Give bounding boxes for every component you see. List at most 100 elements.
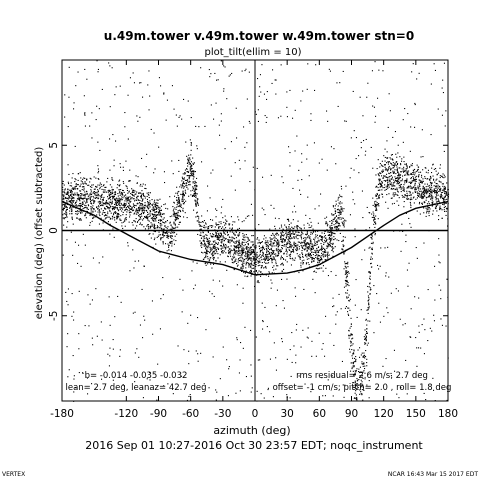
data-point [229,242,231,244]
data-point [318,162,320,164]
data-point [333,218,335,220]
data-point [85,183,87,185]
data-point [280,237,282,239]
data-point [304,249,306,251]
data-point [327,120,329,122]
data-point [182,185,184,187]
data-point [126,196,128,198]
data-point [119,200,121,202]
data-point [424,201,426,203]
data-point [392,171,394,173]
data-point [186,155,188,157]
data-point [298,169,300,171]
data-point [353,169,355,171]
data-point [73,187,75,189]
data-point [308,235,310,237]
data-point [285,248,287,250]
data-point [89,177,91,179]
data-point [187,159,189,161]
data-point [318,246,320,248]
data-point [434,196,436,198]
data-point [103,189,105,191]
data-point [173,222,175,224]
data-point [187,161,189,163]
data-point [210,235,212,237]
data-point [441,324,443,326]
data-point [371,253,373,255]
data-point [245,258,247,260]
data-point [211,267,213,269]
data-point [311,340,313,342]
data-point [421,174,423,176]
data-point [184,191,186,193]
data-point [239,257,241,259]
data-point [350,317,352,319]
data-point [174,227,176,229]
data-point [256,281,258,283]
data-point [391,197,393,199]
data-point [308,248,310,250]
data-point [399,318,401,320]
data-point [277,242,279,244]
data-point [422,186,424,188]
data-point [90,189,92,191]
data-point [296,244,298,246]
data-point [384,189,386,191]
data-point [433,168,435,170]
data-point [187,188,189,190]
data-point [291,251,293,253]
data-point [430,134,432,136]
data-point [205,255,207,257]
data-point [266,253,268,255]
data-point [304,244,306,246]
data-point [325,315,327,317]
data-point [215,249,217,251]
data-point [447,225,449,227]
data-point [128,200,130,202]
data-point [379,265,381,267]
data-point [331,222,333,224]
data-point [442,185,444,187]
data-point [257,242,259,244]
data-point [431,203,433,205]
data-point [298,232,300,234]
data-point [351,349,353,351]
data-point [293,251,295,253]
data-point [139,202,141,204]
data-point [429,208,431,210]
data-point [437,172,439,174]
data-point [184,172,186,174]
data-point [118,203,120,205]
data-point [395,161,397,163]
data-point [308,258,310,260]
data-point [230,175,232,177]
data-point [329,237,331,239]
data-point [272,243,274,245]
data-point [345,272,347,274]
data-point [317,230,319,232]
data-point [373,216,375,218]
data-point [190,169,192,171]
data-point [414,168,416,170]
data-point [135,371,137,373]
data-point [297,220,299,222]
data-point [323,247,325,249]
data-point [123,204,125,206]
data-point [112,339,114,341]
data-point [440,289,442,291]
data-point [335,211,337,213]
data-point [116,187,118,189]
data-point [195,203,197,205]
data-point [412,172,414,174]
data-point [223,237,225,239]
data-point [194,188,196,190]
data-point [396,194,398,196]
data-point [141,195,143,197]
data-point [390,197,392,199]
data-point [182,195,184,197]
data-point [238,248,240,250]
data-point [156,236,158,238]
data-point [284,238,286,240]
data-point [392,185,394,187]
data-point [153,230,155,232]
